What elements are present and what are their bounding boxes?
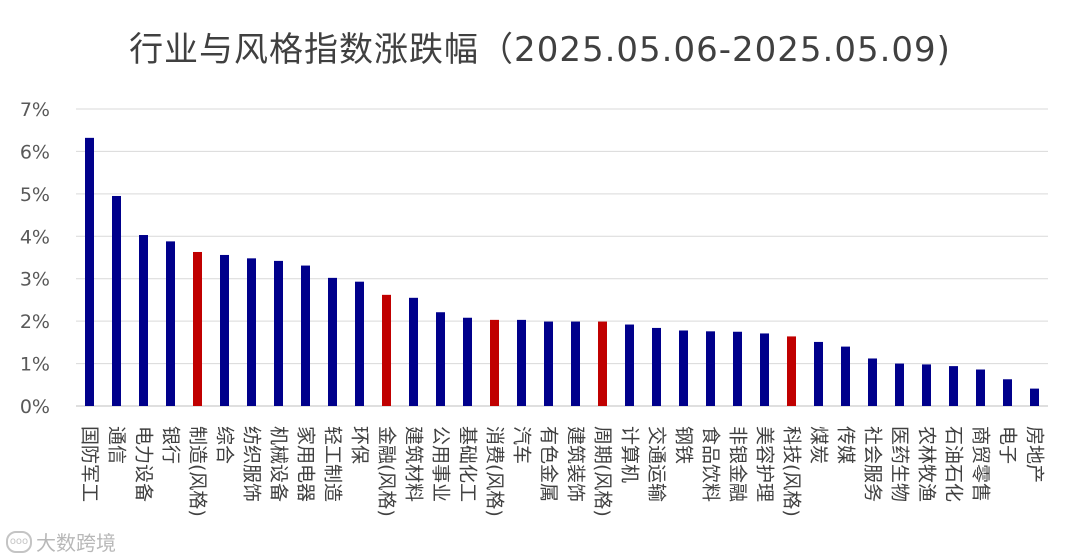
x-tick-label: 房地产: [1024, 426, 1046, 483]
bar: [706, 331, 715, 406]
bar: [436, 312, 445, 406]
x-tick-label: 商贸零售: [970, 426, 992, 502]
x-tick-label: 农林牧渔: [916, 426, 938, 502]
bar: [733, 331, 742, 406]
bar: [895, 363, 904, 406]
y-tick-label: 6%: [20, 141, 50, 163]
y-tick-label: 2%: [20, 311, 50, 333]
bar: [976, 369, 985, 406]
bar: [490, 319, 499, 406]
x-tick-label: 汽车: [511, 426, 533, 464]
x-tick-label: 建筑装饰: [565, 426, 587, 502]
bars: [85, 137, 1039, 406]
chart-title: 行业与风格指数涨跌幅（2025.05.06-2025.05.09): [129, 30, 951, 70]
x-tick-label: 纺织服饰: [241, 426, 263, 502]
bar: [382, 294, 391, 406]
x-tick-label: 石油石化: [943, 426, 965, 502]
bar: [139, 235, 148, 406]
bar: [922, 364, 931, 406]
watermark: ooo 大数跨境: [6, 527, 116, 556]
bar: [193, 251, 202, 406]
bar: [544, 321, 553, 406]
x-tick-label: 制造(风格): [187, 426, 209, 517]
x-tick-label: 美容护理: [754, 426, 776, 502]
y-tick-label: 3%: [20, 269, 50, 291]
bar: [868, 358, 877, 406]
y-tick-label: 4%: [20, 226, 50, 248]
bar: [841, 346, 850, 406]
x-tick-label: 基础化工: [457, 426, 479, 502]
bar: [787, 336, 796, 406]
x-tick-label: 公用事业: [430, 426, 452, 502]
x-tick-label: 建筑材料: [403, 426, 425, 502]
x-tick-label: 非银金融: [727, 426, 749, 502]
bar: [166, 241, 175, 406]
x-tick-label: 食品饮料: [700, 426, 722, 502]
x-tick-label: 有色金属: [538, 426, 560, 502]
bar: [112, 195, 121, 406]
y-tick-label: 7%: [20, 99, 50, 121]
x-tick-label: 传媒: [835, 426, 857, 464]
x-tick-label: 通信: [106, 426, 128, 464]
x-tick-label: 社会服务: [862, 426, 884, 502]
x-tick-label: 计算机: [619, 426, 641, 483]
bar: [571, 321, 580, 406]
x-tick-label: 煤炭: [808, 426, 830, 464]
bar: [760, 333, 769, 406]
bar: [1003, 379, 1012, 406]
watermark-logo-icon: ooo: [6, 530, 32, 553]
bar: [409, 297, 418, 406]
x-tick-label: 环保: [349, 426, 371, 464]
x-tick-label: 医药生物: [889, 426, 911, 502]
x-tick-label: 轻工制造: [322, 426, 344, 502]
x-tick-label: 银行: [160, 426, 182, 464]
bar: [949, 366, 958, 406]
bar: [652, 327, 661, 406]
y-tick-label: 5%: [20, 184, 50, 206]
x-tick-label: 家用电器: [295, 426, 317, 502]
y-tick-label: 1%: [20, 354, 50, 376]
bar: [625, 324, 634, 406]
bar: [220, 254, 229, 406]
bar: [355, 281, 364, 406]
x-tick-label: 机械设备: [268, 426, 290, 502]
x-tick-label: 金融(风格): [376, 426, 398, 517]
bar: [85, 137, 94, 406]
bar: [274, 260, 283, 406]
bar: [517, 319, 526, 406]
x-tick-label: 消费(风格): [484, 426, 506, 517]
x-tick-label: 电力设备: [133, 426, 155, 502]
watermark-text: 大数跨境: [36, 531, 116, 555]
gridlines: [76, 108, 1048, 407]
bar: [598, 321, 607, 406]
x-tick-label: 国防军工: [79, 426, 101, 502]
bar: [1030, 388, 1039, 406]
x-tick-label: 交通运输: [646, 426, 668, 502]
y-axis-ticks: 0% 1% 2% 3% 4% 5% 6% 7%: [20, 99, 50, 418]
x-tick-label: 电子: [997, 426, 1019, 464]
bar: [301, 265, 310, 406]
bar: [328, 277, 337, 406]
x-tick-label: 钢铁: [673, 426, 695, 464]
y-tick-label: 0%: [20, 396, 50, 418]
x-axis-ticks: 国防军工 通信 电力设备 银行 制造(风格) 综合 纺织服饰 机械设备 家用电器 轻工制造 环保 金融…: [79, 426, 1046, 517]
x-tick-label: 科技(风格): [781, 426, 803, 517]
bar: [679, 330, 688, 406]
bar: [463, 317, 472, 406]
bar: [247, 258, 256, 406]
bar: [814, 341, 823, 406]
x-tick-label: 周期(风格): [592, 426, 614, 517]
x-tick-label: 综合: [214, 426, 236, 464]
